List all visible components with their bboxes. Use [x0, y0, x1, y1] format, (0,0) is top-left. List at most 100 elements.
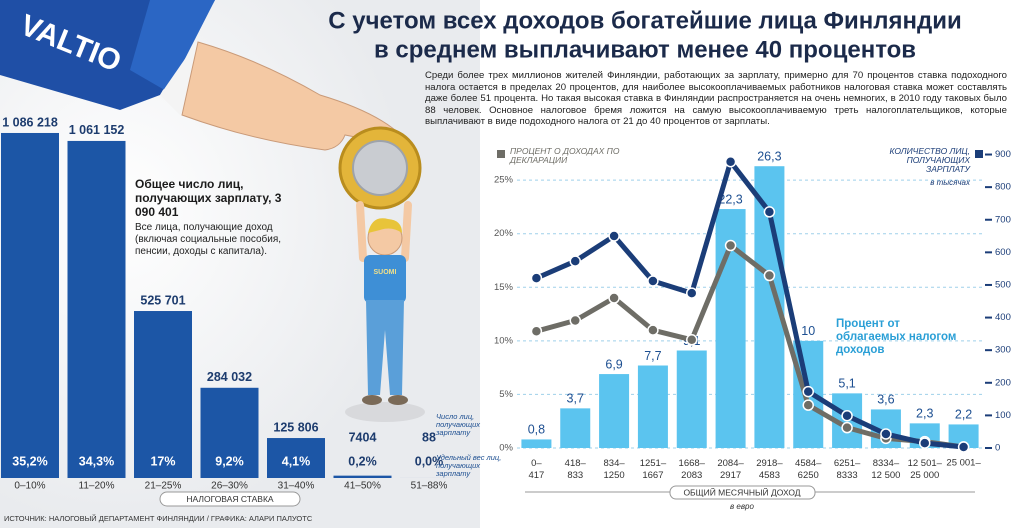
share-label: 0,0%: [415, 454, 444, 468]
x-tick-label: 11–20%: [79, 481, 115, 492]
line-marker: [569, 255, 581, 267]
y2-tick-label: 400: [995, 312, 1011, 323]
share-label: 4,1%: [282, 454, 311, 468]
value-label: 2,2: [955, 408, 972, 422]
bar: [67, 140, 126, 478]
line-marker: [608, 292, 620, 304]
line-marker: [802, 385, 814, 398]
y-tick-label: 10%: [494, 335, 514, 346]
x-tick-label: 41–50%: [344, 481, 381, 492]
x-tick-label: 8334– 12 500: [871, 458, 900, 481]
value-label: 3,7: [567, 392, 584, 406]
x-axis-label: НАЛОГОВАЯ СТАВКА: [186, 494, 274, 504]
y2-tick-label: 0: [995, 443, 1000, 454]
x-tick-label: 2084– 2917: [717, 458, 744, 481]
x-tick-label: 0– 417: [528, 458, 544, 481]
bar: [599, 374, 630, 448]
line-marker: [686, 287, 698, 299]
y2-tick-label: 600: [995, 247, 1011, 258]
x-tick-label: 4584– 6250: [795, 458, 822, 481]
line-marker: [724, 155, 737, 168]
line-marker: [841, 421, 853, 434]
jeans: [366, 300, 404, 395]
line-marker: [647, 275, 659, 287]
value-label: 7404: [349, 430, 377, 444]
legend-swatch: [497, 150, 505, 158]
x-tick-label: 1251– 1667: [640, 458, 667, 481]
illustration: VALTIO SUOMI: [0, 0, 425, 422]
description: Среди более трех миллионов жителей Финля…: [425, 70, 1007, 128]
line-marker: [763, 206, 776, 218]
value-label: 1 086 218: [2, 115, 58, 129]
share-label: 17%: [150, 454, 175, 468]
line-marker: [841, 409, 853, 422]
line-marker: [569, 314, 581, 327]
value-label: 1 061 152: [69, 123, 125, 137]
bar: [1, 132, 59, 478]
x-tick-label: 21–25%: [145, 481, 182, 492]
x-tick-label: 6251– 8333: [834, 458, 861, 481]
line-marker: [802, 399, 814, 411]
legend-label: ПРОЦЕНТ О ДОХОДАХ ПО ДЕКЛАРАЦИИ: [510, 146, 620, 165]
value-label: 284 032: [207, 370, 252, 384]
y2-tick-label: 100: [995, 410, 1011, 421]
value-label: 88: [422, 430, 436, 444]
value-label: 3,6: [877, 393, 894, 407]
y2-tick-label: 500: [995, 279, 1011, 290]
bar: [637, 365, 668, 448]
bar: [134, 311, 192, 478]
x-tick-label: 418– 833: [565, 458, 587, 481]
line-marker: [647, 324, 659, 336]
bar: [333, 475, 392, 478]
y-tick-label: 5%: [499, 389, 513, 400]
share-label: 35,2%: [12, 454, 47, 468]
bar: [948, 424, 979, 448]
y2-tick-label: 900: [995, 149, 1011, 160]
bar-series-label: Процент от облагаемых налогом доходов: [836, 318, 957, 356]
hair: [368, 218, 402, 233]
line-marker: [919, 437, 931, 449]
bar: [521, 439, 552, 448]
sleeve-shade: [130, 0, 215, 92]
title: в среднем выплачивают менее 40 процентов: [374, 36, 916, 63]
x-tick-label: 0–10%: [14, 481, 45, 492]
coin-center: [352, 140, 408, 196]
value-label: 7,7: [644, 349, 661, 363]
x-axis-unit: в евро: [730, 502, 754, 511]
line-marker: [880, 428, 892, 440]
share-label: 34,3%: [79, 454, 114, 468]
legend-swatch: [975, 150, 983, 158]
y2-tick-label: 700: [995, 214, 1011, 225]
line: [535, 159, 964, 450]
line-marker: [530, 272, 543, 284]
y2-tick-label: 300: [995, 345, 1011, 356]
shirt-text: SUOMI: [374, 269, 397, 276]
shoe: [388, 395, 408, 405]
value-label: 10: [801, 324, 815, 338]
y-tick-label: 0%: [499, 443, 513, 454]
value-label: 125 806: [273, 420, 318, 434]
x-tick-label: 26–30%: [211, 481, 248, 492]
x-tick-label: 31–40%: [278, 481, 315, 492]
annotation-title: Общее число лиц, получающих зарплату, 3 …: [135, 177, 282, 219]
share-label: 9,2%: [215, 454, 244, 468]
value-label: 26,3: [757, 150, 781, 164]
y-tick-label: 25%: [494, 175, 514, 186]
value-label: 6,9: [605, 357, 622, 371]
x-label-box: [159, 491, 301, 507]
title: С учетом всех доходов богатейшие лица Фи…: [328, 7, 962, 34]
line-marker: [530, 325, 543, 337]
bar: [267, 438, 325, 478]
shoe: [362, 395, 382, 405]
x-tick-label: 834– 1250: [604, 458, 626, 481]
x-tick-label: 1668– 2083: [679, 458, 706, 481]
note: Удельный вес лиц, получающих зарплату: [436, 453, 502, 478]
x-tick-label: 51–88%: [411, 481, 448, 492]
value-label: 0,8: [528, 423, 545, 437]
note: Число лиц, получающих зарплату: [436, 412, 481, 437]
value-label: 525 701: [140, 293, 185, 307]
line-marker: [763, 269, 776, 282]
value-label: 22,3: [718, 192, 742, 206]
